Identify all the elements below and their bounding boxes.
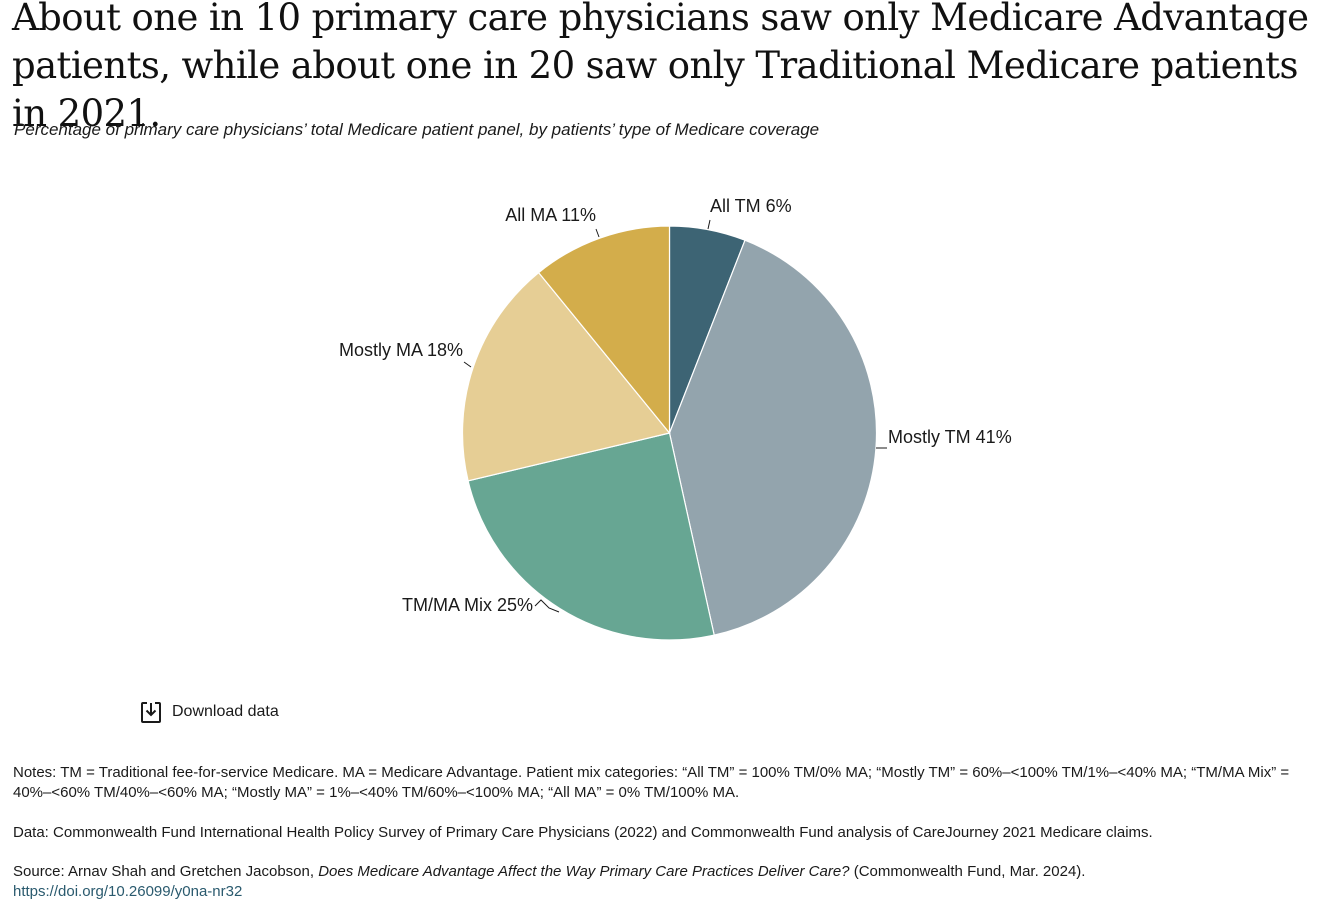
pie-slice-tm-ma-mix: [467, 432, 715, 641]
download-data-label: Download data: [172, 703, 279, 720]
leader-line-mostly-ma: [463, 361, 472, 368]
source-prefix: Source: Arnav Shah and Gretchen Jacobson…: [13, 863, 319, 880]
slice-label-all-ma: All MA 11%: [505, 205, 596, 225]
slice-label-tm-ma-mix: TM/MA Mix 25%: [402, 595, 533, 615]
chart-subtitle: Percentage of primary care physicians’ t…: [14, 120, 820, 139]
leader-line-tm-ma-mix: [534, 599, 560, 613]
download-icon: [140, 700, 162, 724]
pie-slices: [461, 225, 878, 641]
download-data-button[interactable]: Download data: [140, 700, 279, 724]
doi-link[interactable]: https://doi.org/10.26099/y0na-nr32: [13, 883, 243, 900]
slice-label-mostly-tm: Mostly TM 41%: [888, 427, 1012, 447]
slice-label-mostly-ma: Mostly MA 18%: [339, 340, 463, 360]
slice-labels: All TM 6% Mostly TM 41% TM/MA Mix 25% Mostl…: [339, 196, 1012, 615]
notes-text: Notes: TM = Traditional fee-for-service …: [13, 764, 1290, 801]
pie-slice-mostly-tm: [668, 239, 878, 636]
chart-title: About one in 10 primary care physicians …: [12, 0, 1309, 135]
pie-slice-all-ma: [537, 225, 671, 435]
data-source-text: Data: Commonwealth Fund International He…: [13, 824, 1153, 841]
footer-notes: Notes: TM = Traditional fee-for-service …: [13, 763, 1313, 902]
leader-line-all-tm: [707, 219, 711, 230]
slice-label-all-tm: All TM 6%: [710, 196, 792, 216]
label-leader-lines: [463, 219, 887, 613]
source-citation: Source: Arnav Shah and Gretchen Jacobson…: [13, 862, 1313, 902]
pie-chart: All TM 6% Mostly TM 41% TM/MA Mix 25% Mostl…: [339, 196, 1012, 641]
source-suffix: (Commonwealth Fund, Mar. 2024).: [849, 863, 1086, 880]
pie-slice-mostly-ma: [461, 271, 671, 482]
leader-line-all-ma: [595, 228, 600, 238]
source-title: Does Medicare Advantage Affect the Way P…: [318, 863, 850, 880]
